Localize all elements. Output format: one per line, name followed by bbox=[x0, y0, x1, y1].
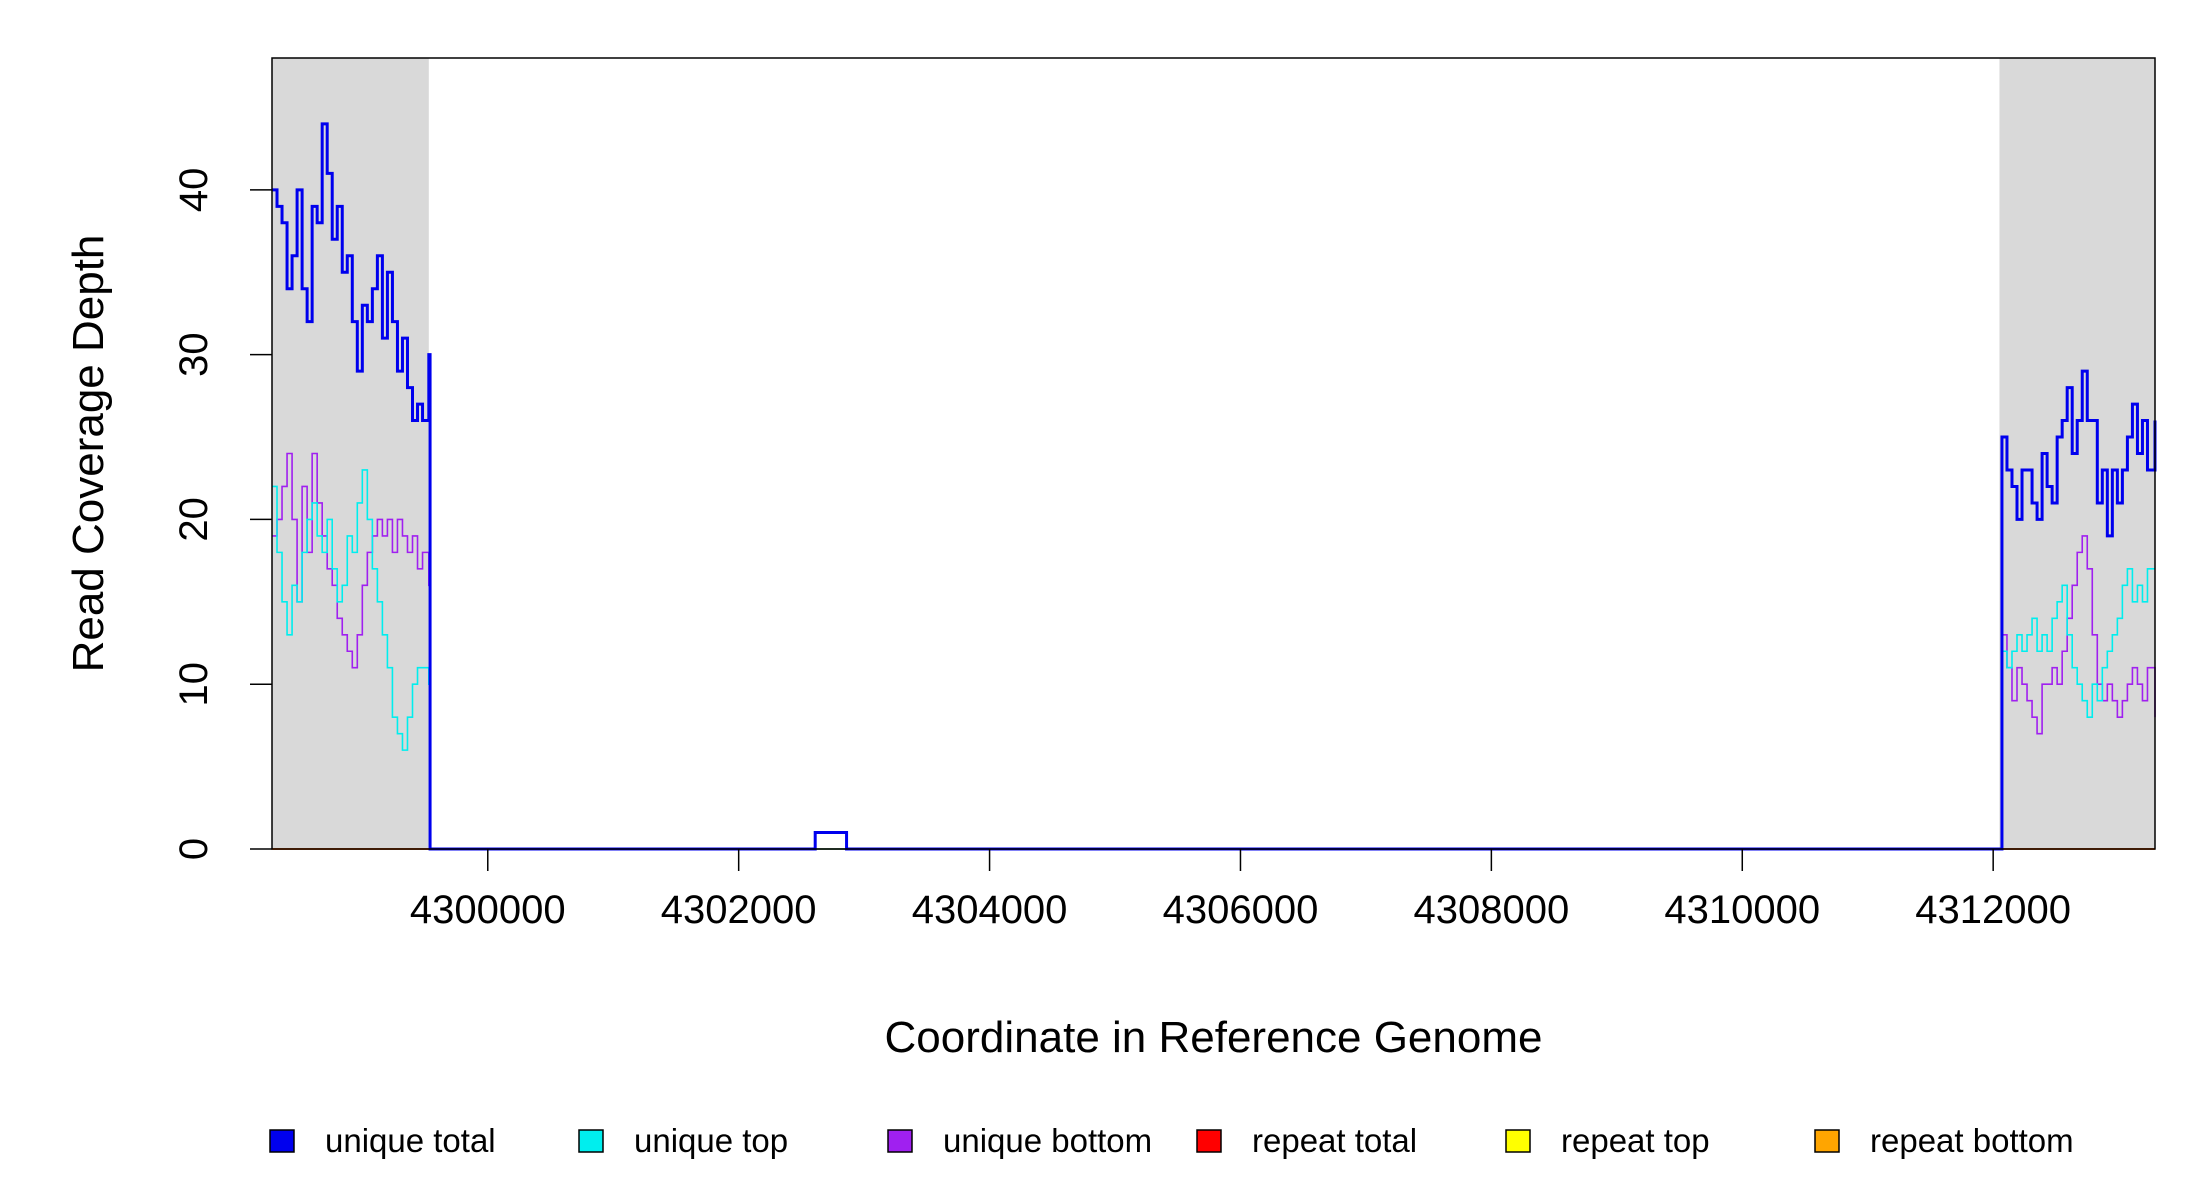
y-tick-label: 40 bbox=[172, 168, 216, 213]
y-tick-label: 10 bbox=[172, 662, 216, 707]
series-line-unique-top bbox=[272, 469, 2155, 850]
legend-label: unique top bbox=[634, 1122, 788, 1159]
legend-swatch bbox=[1196, 1129, 1222, 1153]
coverage-series bbox=[272, 122, 2157, 851]
legend-label: repeat bottom bbox=[1870, 1122, 2074, 1159]
y-tick-label: 0 bbox=[172, 838, 216, 860]
legend-swatch bbox=[578, 1129, 604, 1153]
y-axis: 0 10 20 30 40 bbox=[172, 168, 272, 860]
legend: unique total unique top unique bottom repea… bbox=[269, 1122, 2074, 1159]
x-tick-label: 4310000 bbox=[1664, 888, 1820, 932]
series-line-unique-bottom bbox=[272, 452, 2156, 850]
series-line-unique-total bbox=[272, 122, 2157, 851]
x-axis-label: Coordinate in Reference Genome bbox=[885, 1013, 1543, 1062]
legend-swatch bbox=[1814, 1129, 1840, 1153]
x-axis: 4300000 4302000 4304000 4306000 4308000 43100… bbox=[410, 849, 2071, 932]
x-tick-label: 4308000 bbox=[1414, 888, 1570, 932]
legend-label: unique bottom bbox=[943, 1122, 1152, 1159]
plot-frame bbox=[271, 57, 2156, 850]
x-tick-label: 4300000 bbox=[410, 888, 566, 932]
x-tick-label: 4312000 bbox=[1915, 888, 2071, 932]
x-tick-label: 4306000 bbox=[1163, 888, 1319, 932]
legend-label: repeat total bbox=[1252, 1122, 1417, 1159]
x-tick-label: 4302000 bbox=[661, 888, 817, 932]
legend-swatch bbox=[269, 1129, 295, 1153]
legend-swatch bbox=[887, 1129, 913, 1153]
x-tick-label: 4304000 bbox=[912, 888, 1068, 932]
legend-swatch bbox=[1505, 1129, 1531, 1153]
shaded-regions bbox=[272, 58, 2155, 849]
y-tick-label: 30 bbox=[172, 332, 216, 377]
y-tick-label: 20 bbox=[172, 497, 216, 542]
legend-label: repeat top bbox=[1561, 1122, 1710, 1159]
shaded-region-1 bbox=[272, 58, 429, 849]
y-axis-label: Read Coverage Depth bbox=[64, 235, 113, 673]
legend-label: unique total bbox=[325, 1122, 496, 1159]
